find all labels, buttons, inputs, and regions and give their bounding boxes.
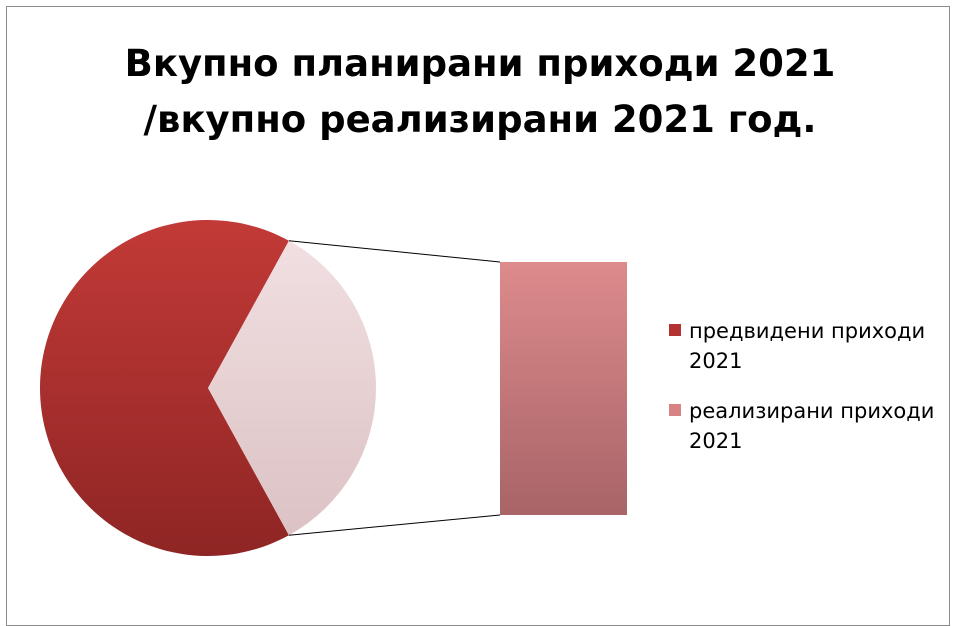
legend-swatch-realized bbox=[669, 404, 681, 416]
legend-item-planned: предвидени приходи 2021 bbox=[665, 316, 950, 376]
pie-slice-planned bbox=[40, 219, 289, 556]
chart-title-line-1: Вкупно планирани приходи 2021 bbox=[124, 42, 836, 85]
legend-label-realized: реализирани приходи 2021 bbox=[689, 399, 935, 453]
chart-legend: предвидени приходи 2021 реализирани прих… bbox=[665, 316, 950, 476]
legend-swatch-planned bbox=[669, 324, 681, 336]
chart-title: Вкупно планирани приходи 2021 /вкупно ре… bbox=[0, 36, 955, 148]
legend-label-planned: предвидени приходи 2021 bbox=[689, 319, 926, 373]
connector-line-top bbox=[288, 240, 501, 263]
secondary-bar-realized bbox=[500, 262, 627, 515]
pie-slice-realized bbox=[208, 240, 376, 536]
chart-title-line-2: /вкупно реализирани 2021 год. bbox=[143, 98, 817, 141]
legend-item-realized: реализирани приходи 2021 bbox=[665, 396, 950, 456]
connector-line-bottom bbox=[288, 514, 501, 536]
